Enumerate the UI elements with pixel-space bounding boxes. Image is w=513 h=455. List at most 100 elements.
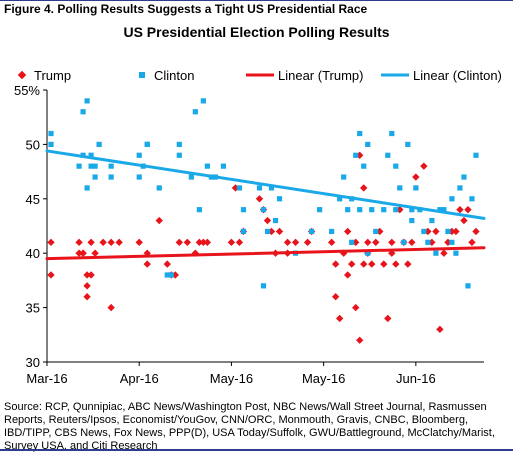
clinton-point [92, 163, 98, 169]
clinton-point [457, 185, 463, 191]
trump-point [331, 293, 340, 301]
clinton-point [144, 141, 150, 147]
trump-point [163, 260, 171, 268]
clinton-point [317, 207, 323, 213]
trump-point [91, 249, 99, 257]
trump-point [412, 173, 420, 181]
trump-point [99, 238, 107, 246]
trump-point [263, 216, 272, 225]
chart-title: US Presidential Election Polling Results [123, 24, 390, 40]
trump-point [183, 238, 191, 246]
x-tick-label: May-16 [210, 371, 253, 386]
trump-point [408, 238, 416, 246]
clinton-point [176, 152, 182, 158]
clinton-point [429, 217, 435, 224]
trump-point [468, 238, 476, 246]
clinton-point [341, 174, 347, 180]
x-tick-label: Jun-16 [396, 371, 436, 386]
trump-point [47, 271, 55, 279]
figure-title: Figure 4. Polling Results Suggests a Tig… [4, 2, 368, 16]
clinton-point [473, 152, 479, 158]
trump-point [452, 227, 460, 236]
clinton-point [421, 228, 427, 235]
clinton-point [188, 174, 194, 180]
trump-point [143, 260, 151, 268]
clinton-point [309, 228, 315, 235]
trump-point [352, 303, 360, 312]
trump-point [75, 238, 83, 246]
trump-point [356, 336, 364, 344]
y-tick-label: 40 [26, 246, 40, 261]
y-tick-label: 45 [26, 192, 40, 207]
source-note: Source: RCP, Qunnipiac, ABC News/Washing… [4, 401, 495, 452]
legend-trump-marker [17, 70, 27, 80]
clinton-point [357, 130, 363, 137]
clinton-point [272, 217, 279, 224]
clinton-point [96, 141, 102, 147]
clinton-point [84, 185, 90, 191]
trump-point [344, 271, 352, 279]
trump-point [155, 216, 163, 225]
trump-point [472, 227, 480, 236]
trump-point [275, 227, 284, 236]
clinton-point [76, 163, 82, 169]
trump-point [291, 238, 300, 246]
clinton-point [357, 207, 363, 213]
clinton-point [353, 152, 359, 158]
trump-point [360, 260, 368, 268]
trump-point [83, 282, 91, 290]
clinton-point [164, 272, 170, 278]
trump-point [115, 238, 123, 246]
trump-point [227, 238, 236, 246]
y-tick-label: 30 [26, 355, 40, 370]
clinton-point [461, 174, 467, 180]
trump-point [432, 227, 440, 236]
trump-point [348, 260, 356, 268]
clinton-point [88, 163, 94, 169]
legend-clinton-marker [139, 72, 145, 78]
trump-point [203, 238, 212, 246]
trump-point [392, 260, 400, 268]
trump-point [47, 238, 55, 246]
clinton-point [433, 250, 439, 256]
clinton-point [365, 141, 371, 147]
bottom-rule [0, 449, 513, 451]
trump-point [175, 238, 183, 246]
clinton-point [337, 196, 343, 202]
x-tick-label: Apr-16 [120, 371, 159, 386]
trump-point [199, 238, 208, 246]
clinton-point [393, 163, 399, 169]
clinton-point [381, 207, 387, 213]
trump-point [303, 238, 312, 246]
clinton-point [48, 130, 54, 137]
clinton-point [449, 239, 455, 245]
clinton-point [445, 228, 451, 235]
clinton-point [240, 207, 247, 213]
trump-point [380, 260, 388, 268]
clinton-point [156, 185, 162, 191]
clinton-point [425, 239, 431, 245]
clinton-point [108, 163, 114, 169]
clinton-point [389, 130, 395, 137]
legend-label: Linear (Clinton) [413, 68, 502, 83]
trump-point [456, 206, 464, 214]
chart-svg: 30 35 40 45 50 55% Mar-16 Apr-16 May-16 May-16 Jun… [14, 68, 502, 386]
clinton-point [345, 207, 351, 213]
trump-point [460, 216, 468, 225]
trump-trendline [45, 246, 486, 261]
trump-point [235, 238, 244, 246]
trump-point [87, 271, 95, 279]
trump-point [135, 238, 143, 246]
clinton-point [437, 207, 443, 213]
clinton-point [385, 152, 391, 158]
clinton-point [264, 228, 271, 235]
clinton-point [393, 207, 399, 213]
clinton-point [84, 98, 90, 104]
trump-point [83, 271, 91, 279]
trump-point [420, 162, 428, 170]
y-tick-label: 55% [14, 83, 40, 98]
trump-point [384, 314, 392, 323]
clinton-point [349, 239, 355, 245]
clinton-point [413, 185, 419, 191]
trump-point [107, 238, 115, 246]
